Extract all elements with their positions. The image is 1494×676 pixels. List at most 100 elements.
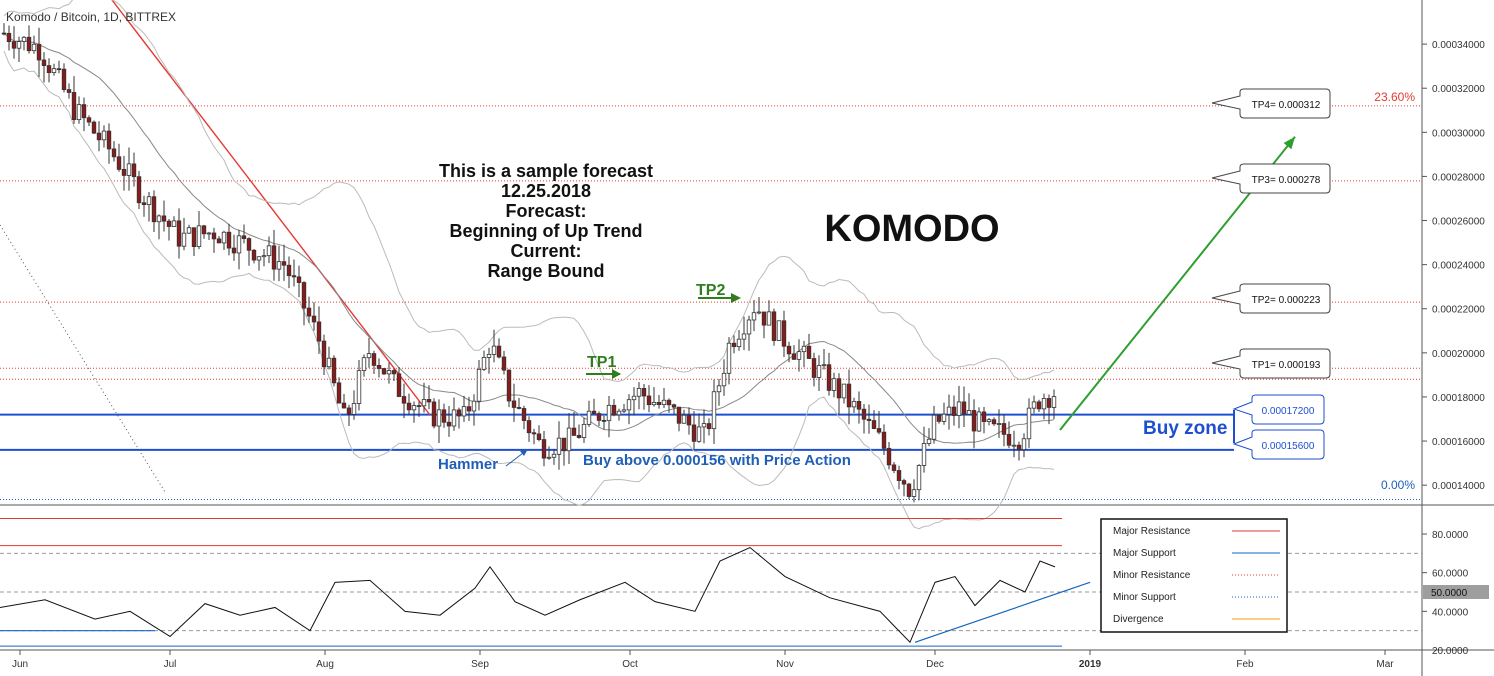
- candle-up: [126, 163, 132, 176]
- candle-down: [521, 408, 527, 421]
- candle-down: [496, 345, 502, 358]
- tp4-callout-text: TP4= 0.000312: [1252, 100, 1321, 111]
- rsi-pane: [0, 518, 1422, 647]
- candle-down: [731, 342, 737, 348]
- candle-up: [476, 368, 482, 402]
- candle-down: [426, 399, 432, 403]
- candle-up: [921, 443, 927, 466]
- candle-down: [961, 401, 967, 415]
- candle-down: [141, 202, 147, 206]
- candle-up: [1011, 444, 1017, 447]
- time-tick-label: Jun: [12, 659, 28, 670]
- candle-up: [1041, 398, 1047, 410]
- rsi-tick-label: 20.0000: [1432, 646, 1469, 657]
- candle-down: [571, 427, 577, 436]
- candle-up: [736, 338, 742, 348]
- candle-up: [796, 351, 802, 360]
- candle-up: [451, 409, 457, 427]
- forecast-line-4: Beginning of Up Trend: [450, 221, 643, 241]
- time-tick-label: 2019: [1079, 659, 1102, 670]
- candle-down: [876, 428, 882, 433]
- candle-down: [251, 249, 257, 261]
- candle-up: [171, 220, 177, 227]
- candle-up: [256, 256, 262, 261]
- candle-up: [926, 438, 932, 444]
- hammer-pointer-head: [520, 449, 528, 456]
- price-tick-label: 0.00024000: [1432, 261, 1485, 272]
- candle-up: [651, 402, 657, 406]
- forecast-line-2: 12.25.2018: [501, 181, 591, 201]
- candle-down: [116, 156, 122, 170]
- candle-up: [546, 456, 552, 459]
- legend: Major Resistance Major Support Minor Res…: [1100, 518, 1288, 633]
- rsi-current-badge: [1423, 585, 1489, 599]
- candle-down: [1006, 433, 1012, 446]
- candle-down: [1036, 401, 1042, 410]
- candle-down: [886, 447, 892, 466]
- band-lower: [3, 50, 1055, 530]
- candle-down: [6, 32, 12, 43]
- candle-up: [931, 414, 937, 440]
- candle-up: [156, 215, 162, 223]
- time-tick-label: Dec: [926, 659, 944, 670]
- candle-down: [11, 41, 17, 49]
- candle-up: [566, 427, 572, 452]
- candle-up: [726, 342, 732, 374]
- bollinger-bands: [3, 0, 1055, 530]
- candle-down: [226, 231, 232, 249]
- candle-up: [911, 489, 917, 497]
- forecast-line-5: Current:: [511, 241, 582, 261]
- candle-down: [311, 315, 317, 323]
- tp2-arrow-label: TP2: [696, 282, 725, 299]
- candle-down: [666, 399, 672, 406]
- candle-down: [331, 357, 337, 384]
- candle-up: [946, 406, 952, 415]
- candle-down: [96, 132, 102, 141]
- candle-up: [701, 423, 707, 428]
- candle-up: [966, 410, 972, 415]
- candle-down: [371, 353, 377, 366]
- candle-up: [636, 388, 642, 397]
- candle-down: [761, 311, 767, 326]
- candle-up: [1051, 396, 1057, 408]
- candle-up: [616, 410, 622, 416]
- dotted-trendline: [0, 224, 166, 493]
- candle-up: [556, 437, 562, 455]
- zone-bottom-callout: [1232, 429, 1325, 460]
- candle-down: [501, 356, 507, 371]
- candle-up: [816, 365, 822, 378]
- candle-up: [711, 391, 717, 430]
- candle-up: [206, 232, 212, 235]
- forecast-line-1: This is a sample forecast: [439, 161, 653, 181]
- candle-down: [891, 464, 897, 471]
- price-tick-label: 0.00016000: [1432, 437, 1485, 448]
- candle-up: [356, 370, 362, 404]
- candle-down: [771, 311, 777, 341]
- tp1-arrow-head: [612, 369, 621, 379]
- candle-up: [581, 423, 587, 438]
- legend-label-minor-support: Minor Support: [1113, 592, 1176, 603]
- candle-down: [1046, 398, 1052, 408]
- candle-down: [106, 130, 112, 150]
- candle-down: [981, 411, 987, 422]
- candle-down: [416, 405, 422, 407]
- candle-down: [176, 220, 182, 247]
- candle-up: [51, 68, 57, 74]
- candle-down: [381, 368, 387, 375]
- price-tick-label: 0.00034000: [1432, 40, 1485, 51]
- rsi-tick-label: 80.0000: [1432, 530, 1469, 541]
- candle-up: [181, 232, 187, 247]
- candle-down: [511, 400, 517, 408]
- candle-up: [841, 383, 847, 399]
- price-tick-label: 0.00026000: [1432, 217, 1485, 228]
- forecast-line-3: Forecast:: [505, 201, 586, 221]
- candle-up: [21, 36, 27, 43]
- candle-down: [826, 364, 832, 391]
- price-tick-label: 0.00014000: [1432, 481, 1485, 492]
- candle-down: [781, 320, 787, 347]
- candle-up: [236, 235, 242, 254]
- candle-down: [201, 225, 207, 235]
- candle-down: [376, 365, 382, 369]
- candle-down: [111, 148, 117, 158]
- candle-down: [316, 321, 322, 342]
